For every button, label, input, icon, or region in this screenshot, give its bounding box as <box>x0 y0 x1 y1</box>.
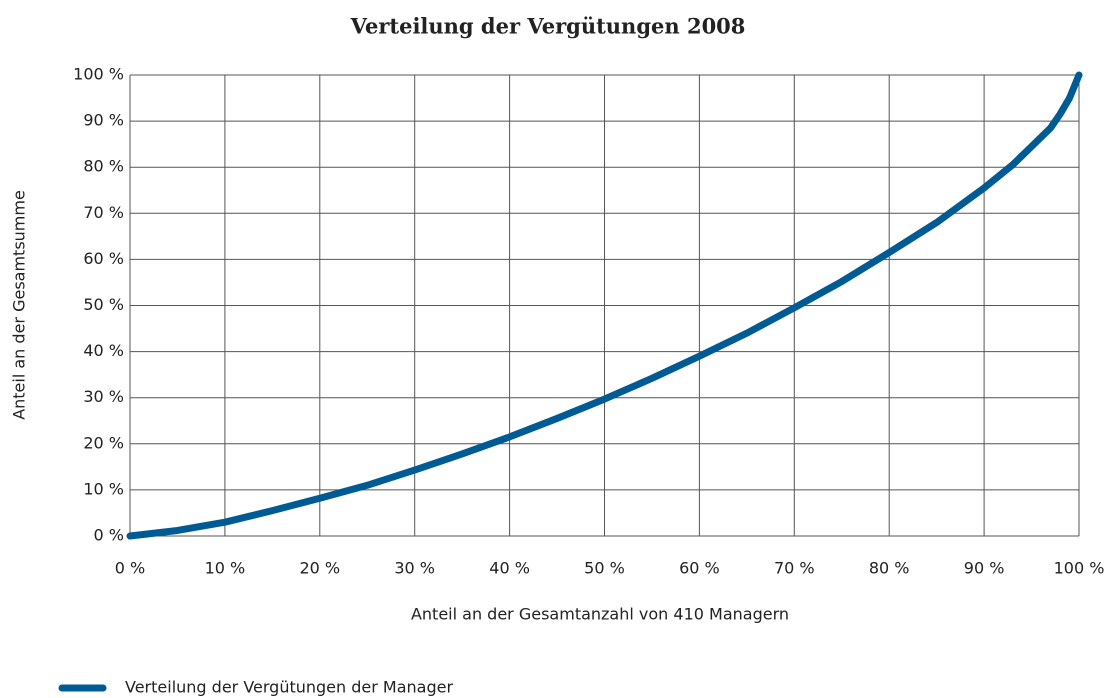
y-tick-label: 30 % <box>83 387 124 406</box>
y-tick-label: 10 % <box>83 479 124 498</box>
x-tick-label: 70 % <box>774 559 815 578</box>
y-tick-label: 50 % <box>83 295 124 314</box>
x-tick-label: 30 % <box>394 559 435 578</box>
y-tick-label: 70 % <box>83 203 124 222</box>
x-tick-label: 90 % <box>964 559 1005 578</box>
x-tick-label: 20 % <box>299 559 340 578</box>
x-tick-label: 10 % <box>205 559 246 578</box>
y-tick-label: 0 % <box>94 526 124 545</box>
x-tick-label: 0 % <box>115 559 145 578</box>
x-tick-label: 50 % <box>584 559 625 578</box>
data-line <box>126 71 1083 540</box>
x-axis-label: Anteil an der Gesamtanzahl von 410 Manag… <box>411 605 789 624</box>
y-tick-label: 20 % <box>83 433 124 452</box>
x-tick-label: 40 % <box>489 559 530 578</box>
legend-label: Verteilung der Vergütungen der Manager <box>125 678 453 697</box>
y-tick-label: 90 % <box>83 111 124 130</box>
x-tick-label: 100 % <box>1054 559 1104 578</box>
y-axis-label: Anteil an der Gesamtsumme <box>10 190 29 420</box>
y-tick-label: 80 % <box>83 157 124 176</box>
y-tick-label: 60 % <box>83 249 124 268</box>
x-tick-label: 60 % <box>679 559 720 578</box>
y-tick-label: 100 % <box>73 65 124 84</box>
x-tick-label: 80 % <box>869 559 910 578</box>
chart-title: Verteilung der Vergütungen 2008 <box>350 14 746 39</box>
y-tick-label: 40 % <box>83 341 124 360</box>
